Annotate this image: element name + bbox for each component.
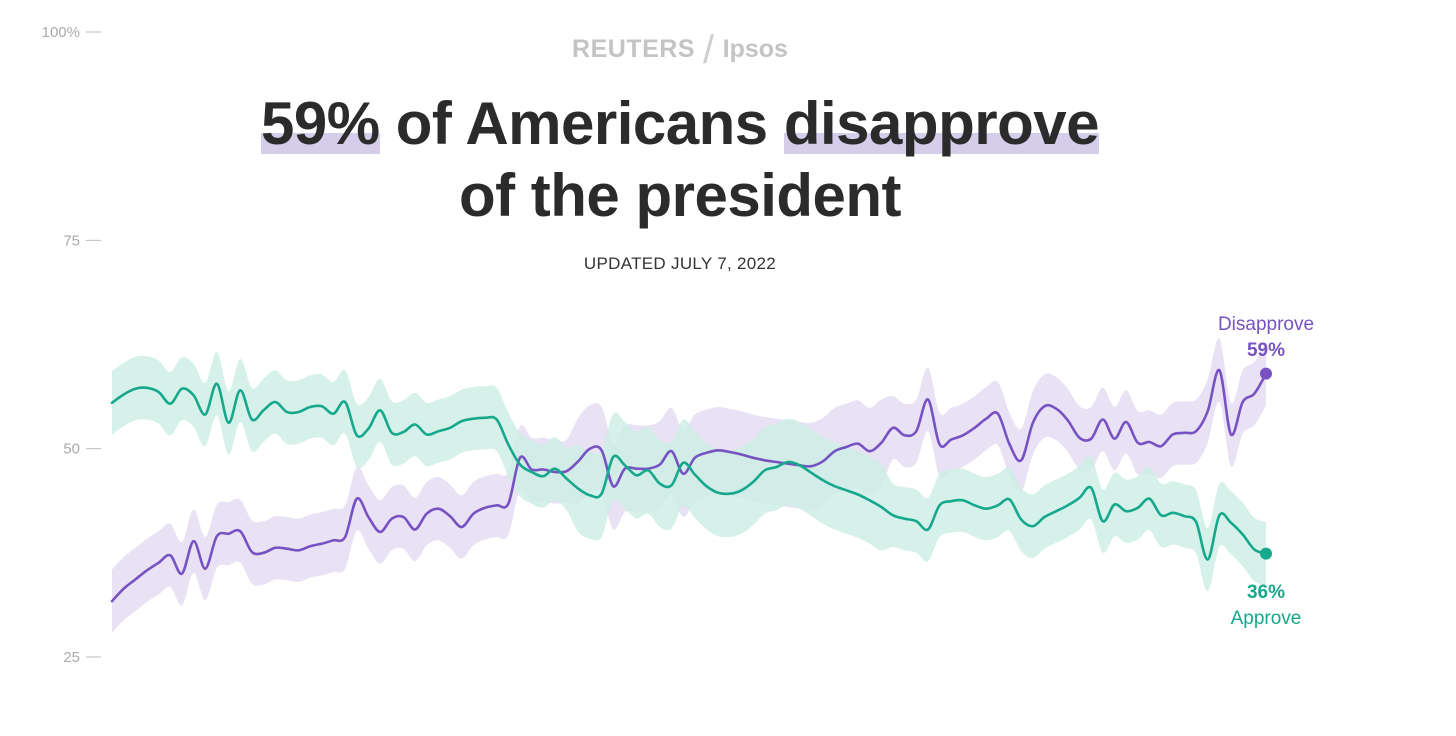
approve-confidence-band (112, 351, 1266, 592)
title-highlight-disapprove: disapprove (783, 90, 1099, 157)
series-lines (110, 368, 1268, 603)
brand-divider: / (703, 28, 715, 72)
y-tick-label: 100% (42, 24, 80, 41)
title-highlight-percent: 59% (261, 90, 380, 157)
y-tick-label: 75 (63, 232, 80, 249)
approve-label-value: 36% (1246, 582, 1286, 603)
disapprove-end-label: Disapprove 59% (1196, 312, 1336, 364)
y-axis: 25 50 75 100% (42, 24, 101, 666)
updated-date: UPDATED JULY 7, 2022 (583, 254, 777, 273)
title-middle: of Americans (379, 90, 784, 157)
brand-ipsos: Ipsos (722, 35, 788, 63)
approve-end-dot (1260, 547, 1272, 560)
end-markers (1260, 367, 1272, 560)
brand-reuters: REUTERS (572, 35, 696, 63)
disapprove-label-value: 59% (1246, 340, 1286, 361)
approve-end-label: 36% Approve (1196, 580, 1336, 632)
chart-title: 59% of Americans disapprove of the presi… (0, 88, 1360, 232)
confidence-bands (112, 338, 1266, 633)
approve-label-name: Approve (1230, 608, 1302, 629)
disapprove-end-dot (1260, 367, 1272, 380)
y-tick-label: 50 (63, 441, 80, 458)
approve-line (110, 382, 1268, 561)
y-tick-label: 25 (63, 649, 80, 666)
disapprove-label-name: Disapprove (1217, 314, 1315, 335)
title-second-line: of the president (458, 162, 902, 229)
brand-logo: REUTERS / Ipsos (0, 28, 1360, 73)
